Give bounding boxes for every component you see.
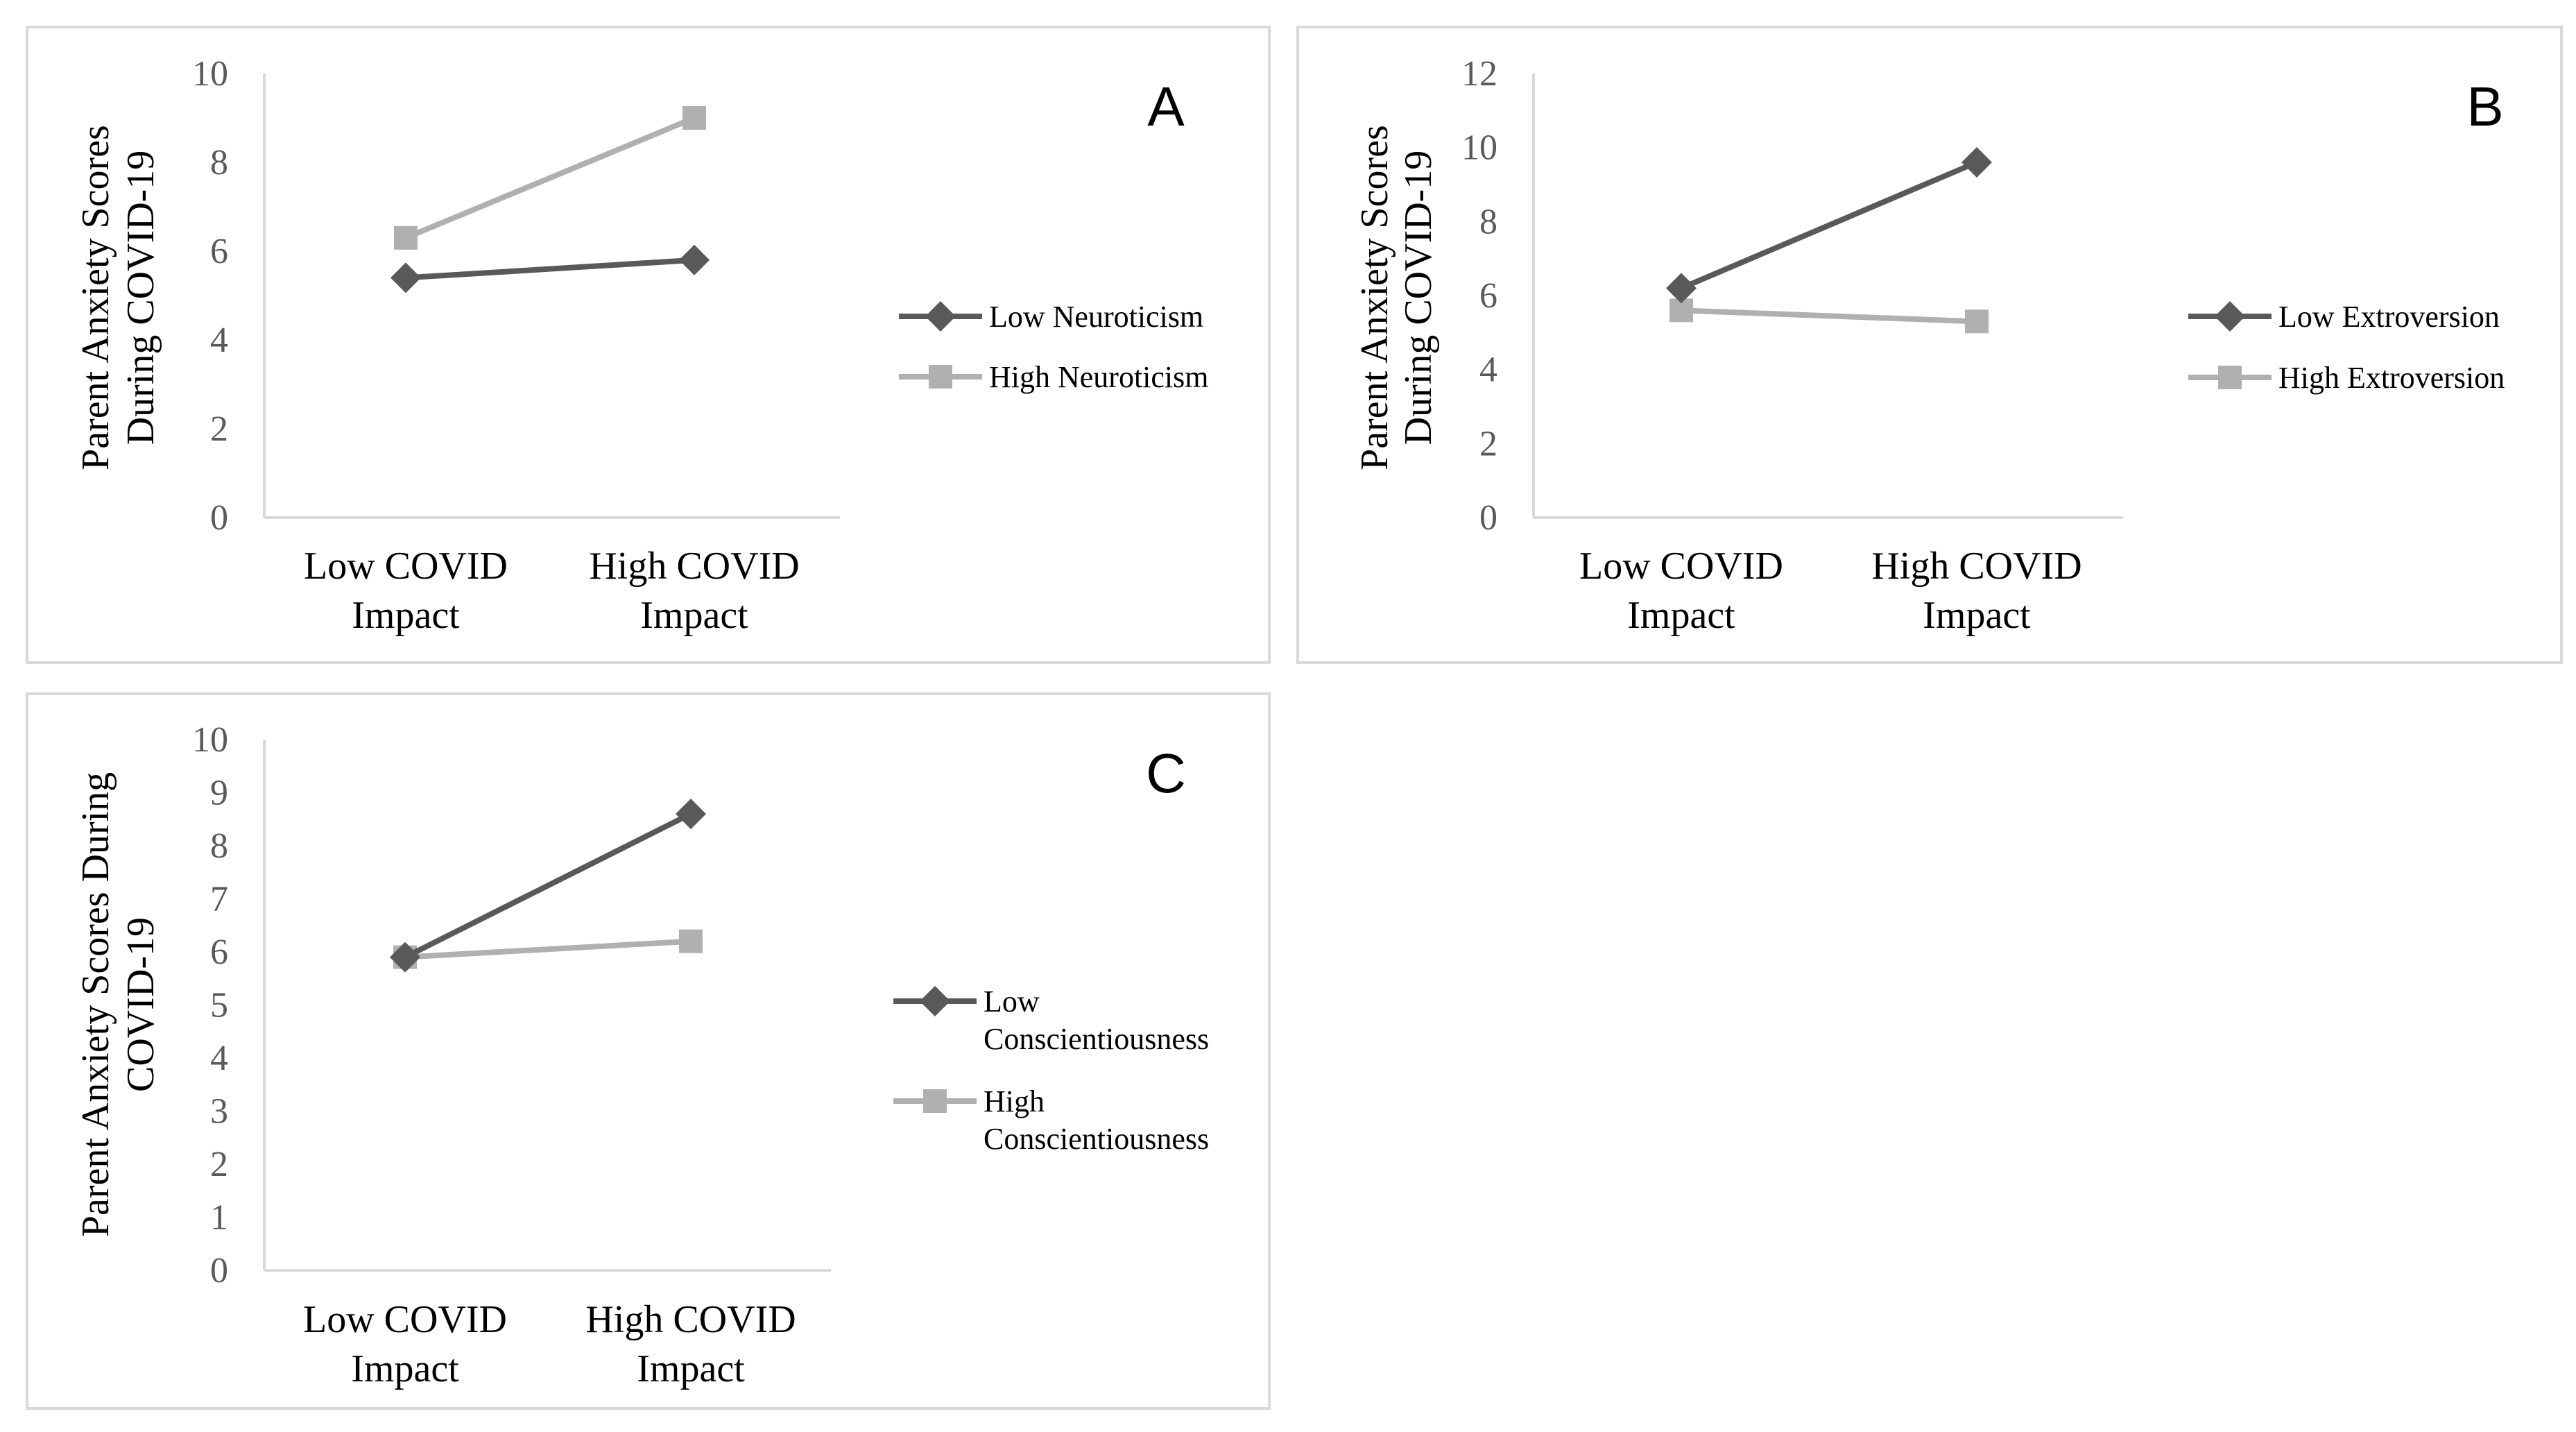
legend-label: High Extroversion [2278, 361, 2505, 395]
legend-label: Low Extroversion [2278, 300, 2500, 334]
x-category-label: Low COVID [1579, 545, 1783, 588]
data-point-high [679, 929, 703, 953]
y-tick-label: 8 [210, 143, 228, 182]
y-tick-label: 5 [210, 986, 228, 1025]
legend-label: High Neuroticism [989, 360, 1209, 394]
chart-panel-c: 0 1 2 3 4 5 6 7 8 9 10 Low COVID Impact High COVID Imp… [26, 692, 1271, 1410]
panel-letter: B [2466, 76, 2503, 137]
x-category-label: Impact [1627, 594, 1735, 637]
y-tick-label: 6 [210, 232, 228, 271]
x-category-label: Low COVID [303, 1298, 507, 1341]
x-category-label: Impact [1923, 594, 2031, 637]
data-point-low [390, 941, 420, 973]
y-tick-label: 4 [210, 321, 228, 360]
data-point-low [676, 799, 706, 830]
y-tick-label: 0 [210, 498, 228, 538]
data-point-high [394, 225, 418, 250]
y-axis-title: COVID-19 [119, 917, 162, 1092]
x-category-label: Low COVID [304, 545, 508, 588]
y-tick-label: 10 [192, 720, 228, 760]
data-point-low [1666, 273, 1697, 304]
data-point-low [390, 262, 421, 293]
legend-label: Conscientiousness [984, 1022, 1209, 1056]
data-point-high [682, 106, 706, 130]
y-tick-label: 3 [210, 1092, 228, 1132]
legend-marker [923, 1089, 947, 1113]
y-tick-label: 12 [1461, 54, 1497, 94]
x-category-label: Impact [637, 1347, 745, 1390]
chart-panel-a: 0 2 4 6 8 10 Low COVID Impact High COVID Impact Pa… [26, 26, 1271, 664]
x-category-label: Impact [351, 1347, 459, 1390]
y-tick-label: 8 [1479, 202, 1497, 241]
chart-a-svg: 0 2 4 6 8 10 Low COVID Impact High COVID Impact Pa… [74, 54, 1209, 637]
legend-marker [929, 365, 952, 389]
y-tick-label: 1 [210, 1198, 228, 1238]
series-line-low [404, 811, 692, 960]
y-tick-label: 10 [1461, 128, 1497, 168]
y-axis-title: Parent Anxiety Scores During [74, 772, 117, 1237]
y-tick-label: 0 [210, 1251, 228, 1290]
series-line-high [404, 938, 692, 960]
y-tick-label: 4 [210, 1039, 228, 1078]
legend-label: Low [984, 984, 1040, 1018]
y-tick-label: 6 [1479, 276, 1497, 316]
series-line-high [404, 115, 696, 241]
y-tick-label: 4 [1479, 350, 1497, 390]
x-category-label: High COVID [585, 1298, 796, 1341]
y-tick-label: 8 [210, 826, 228, 866]
data-point-low [679, 244, 710, 275]
y-tick-label: 2 [210, 1145, 228, 1184]
data-point-low [1961, 147, 1992, 178]
panel-letter: C [1146, 742, 1186, 804]
legend-label: High [984, 1084, 1045, 1118]
y-axis-title: Parent Anxiety Scores [74, 125, 117, 470]
y-tick-label: 10 [192, 54, 228, 94]
y-axis-title: During COVID-19 [1397, 151, 1440, 445]
y-axis-title: Parent Anxiety Scores [1353, 125, 1396, 470]
y-tick-label: 9 [210, 774, 228, 813]
y-axis-title: During COVID-19 [119, 151, 162, 445]
series-line-low [1680, 160, 1978, 291]
series-line-high [1681, 307, 1977, 325]
y-tick-label: 6 [210, 932, 228, 972]
legend-marker [2215, 301, 2245, 332]
legend-label: Conscientiousness [984, 1122, 1209, 1156]
series-line-low [405, 257, 695, 281]
panel-letter: A [1147, 76, 1185, 137]
data-point-high [1965, 309, 1989, 334]
x-category-label: High COVID [1871, 545, 2081, 588]
y-tick-label: 2 [210, 409, 228, 449]
y-tick-label: 2 [1479, 424, 1497, 463]
y-tick-label: 0 [1479, 498, 1497, 538]
legend-marker [925, 301, 956, 332]
legend-marker [2218, 366, 2242, 389]
y-tick-label: 7 [210, 880, 228, 919]
x-category-label: Impact [352, 594, 460, 637]
legend-marker [920, 986, 950, 1016]
chart-b-svg: 0 2 4 6 8 10 12 Low COVID Impact High COVID Impact… [1353, 54, 2505, 637]
x-category-label: Impact [640, 594, 748, 637]
x-category-label: High COVID [589, 545, 799, 588]
chart-panel-b: 0 2 4 6 8 10 12 Low COVID Impact High COVID Impact… [1296, 26, 2563, 664]
legend-label: Low Neuroticism [989, 300, 1203, 334]
chart-c-svg: 0 1 2 3 4 5 6 7 8 9 10 Low COVID Impact High COVID Imp… [74, 720, 1209, 1390]
